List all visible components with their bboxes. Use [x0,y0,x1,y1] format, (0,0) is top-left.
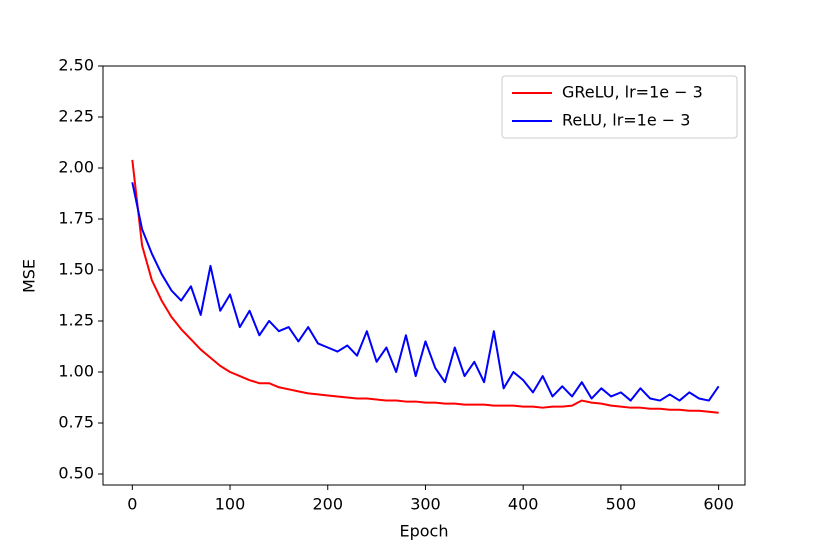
axes-frame [102,65,746,486]
x-axis-label: Epoch [400,522,449,541]
y-tick-label: 1.25 [58,310,94,329]
legend-box [501,75,738,139]
y-tick-label: 2.25 [58,106,94,125]
line-series [131,182,720,402]
y-axis-label: MSE [20,259,39,293]
y-tick-label: 0.75 [58,412,94,431]
y-tick-label: 0.50 [58,463,94,482]
x-tick-label: 400 [508,495,539,514]
x-tick-label: 0 [127,495,137,514]
y-tick-label: 1.00 [58,361,94,380]
y-tick-label: 2.50 [58,56,94,75]
x-tick-label: 300 [410,495,441,514]
legend-label: GReLU, lr=1e − 3 [562,83,703,102]
y-tick-label: 1.75 [58,208,94,227]
legend-label: ReLU, lr=1e − 3 [562,111,690,130]
x-tick-label: 200 [312,495,343,514]
x-tick-label: 100 [215,495,246,514]
y-tick-label: 2.00 [58,157,94,176]
x-tick-label: 600 [703,495,734,514]
x-tick-label: 500 [606,495,637,514]
y-tick-label: 1.50 [58,259,94,278]
line-series [131,159,719,414]
